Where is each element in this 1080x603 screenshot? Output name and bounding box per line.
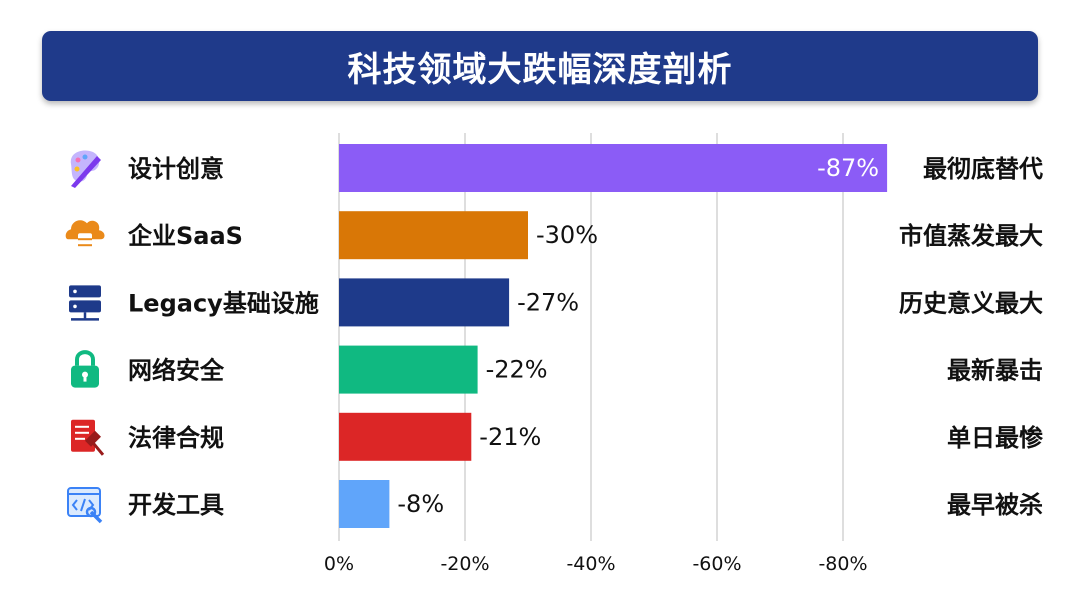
server-icon [69,285,101,321]
legal-document-icon [71,419,105,456]
server-light [73,304,77,309]
bar [339,144,888,192]
database-shape [78,233,92,252]
server-light [73,289,77,294]
x-tick-label: 0% [324,553,354,575]
note-label: 单日最惨 [947,424,1044,452]
chart-title: 科技领域大跌幅深度剖析 [347,49,733,90]
bar-value-label: -22% [486,356,548,384]
note-label: 最彻底替代 [923,155,1043,183]
note-label: 最早被杀 [947,491,1043,519]
note-label: 历史意义最大 [899,289,1043,317]
category-label: 开发工具 [128,491,224,519]
code-wrench-icon [67,487,103,524]
cloud-database-icon [65,220,105,252]
category-label: 企业SaaS [128,222,243,250]
bar-value-label: -21% [479,423,541,451]
icons [65,150,105,524]
title-bar: 科技领域大跌幅深度剖析 [42,31,1038,101]
category-label: 网络安全 [128,357,225,385]
server-unit [69,300,101,313]
category-label: 设计创意 [128,155,224,183]
lock-icon [71,350,99,388]
bars [339,144,888,528]
server-unit [69,285,101,298]
palette-icon [70,150,101,188]
brush-shape [71,156,101,188]
bar [339,211,528,260]
category-label: Legacy基础设施 [128,289,319,317]
grid-lines [338,133,844,541]
cloud-shape [65,220,105,240]
bar [339,412,472,461]
paint-dot [82,154,88,160]
lock-shackle [75,350,95,366]
wrench-shape [85,506,97,518]
category-label: 法律合规 [128,424,224,452]
bar-value-label: -30% [536,221,598,249]
bar-value-label: -8% [397,490,444,518]
keyhole [83,374,87,382]
x-tick-label: -80% [818,553,867,575]
x-tick-label: -20% [440,553,489,575]
x-tick-label: -60% [692,553,741,575]
wrench-shape [89,510,103,524]
gavel-head [85,430,101,447]
bar [339,480,390,528]
bar [339,345,478,394]
x-tick-label: -40% [566,553,615,575]
note-label: 最新暴击 [947,357,1043,385]
bar [339,278,510,327]
bar-value-label: -87% [817,154,879,182]
paint-dot [74,166,80,172]
labels: 0% -20% -40% -60% -80% -87% 设计创意 最彻底替代 -30% 企业Saa… [128,154,1044,575]
paint-dot [75,157,81,163]
note-label: 市值蒸发最大 [899,222,1043,250]
bar-value-label: -27% [517,288,579,316]
gavel-handle [91,441,105,456]
